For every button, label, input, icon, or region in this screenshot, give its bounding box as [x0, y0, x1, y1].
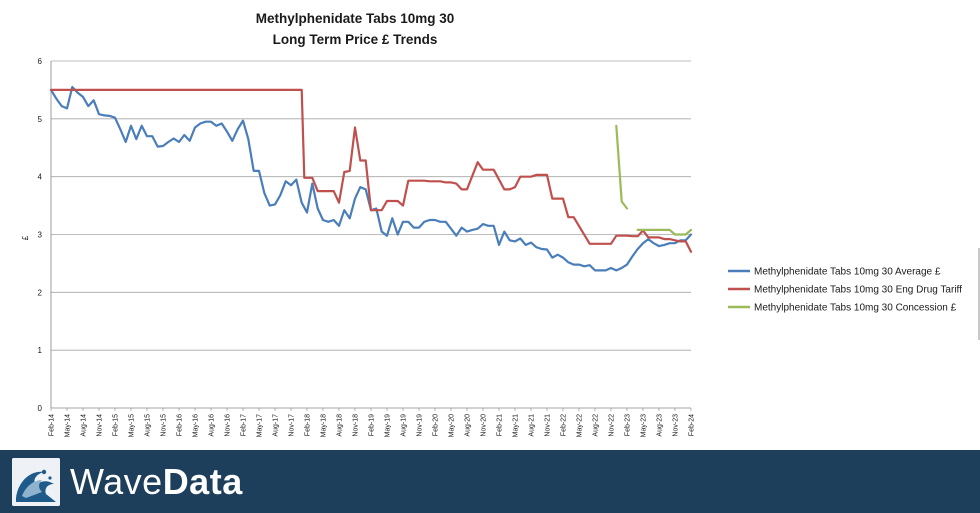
x-tick-label-may-17: May-17: [257, 414, 264, 437]
x-tick-label-feb-24: Feb-24: [689, 414, 696, 436]
legend-label-concession-line: Methylphenidate Tabs 10mg 30 Concession …: [754, 303, 957, 314]
x-tick-label-feb-23: Feb-23: [625, 414, 632, 436]
gridlines: [51, 60, 691, 351]
x-tick-label-may-21: May-21: [513, 414, 520, 437]
x-tick-label-may-22: May-22: [577, 414, 584, 437]
right-edge-divider: [978, 248, 980, 340]
x-tick-label-feb-14: Feb-14: [49, 414, 56, 436]
x-tick-label-nov-18: Nov-18: [353, 414, 360, 437]
x-tick-label-feb-20: Feb-20: [433, 414, 440, 436]
x-tick-label-aug-20: Aug-20: [465, 414, 472, 437]
x-tick-label-feb-18: Feb-18: [305, 414, 312, 436]
x-tick-label-feb-17: Feb-17: [241, 414, 248, 436]
x-tick-label-nov-22: Nov-22: [609, 414, 616, 437]
x-tick-label-nov-17: Nov-17: [289, 414, 296, 437]
x-tick-label-aug-17: Aug-17: [273, 414, 280, 437]
y-tick-label-2: 2: [38, 288, 43, 297]
x-tick-label-aug-14: Aug-14: [81, 414, 88, 437]
x-tick-label-may-20: May-20: [449, 414, 456, 437]
x-tick-label-nov-15: Nov-15: [161, 414, 168, 437]
concession-line-segment-1: [615, 124, 629, 210]
x-tick-label-feb-15: Feb-15: [113, 414, 120, 436]
x-tick-label-aug-21: Aug-21: [529, 414, 536, 437]
x-tick-label-aug-23: Aug-23: [657, 414, 664, 437]
x-tick-label-aug-22: Aug-22: [593, 414, 600, 437]
brand-data-text: Data: [162, 460, 243, 502]
x-tick-label-feb-19: Feb-19: [369, 414, 376, 436]
x-tick-label-nov-21: Nov-21: [545, 414, 552, 437]
legend-label-drug-tariff-line: Methylphenidate Tabs 10mg 30 Eng Drug Ta…: [754, 285, 962, 296]
x-tick-label-may-23: May-23: [641, 414, 648, 437]
chart-area: Methylphenidate Tabs 10mg 30 Long Term P…: [21, 11, 980, 437]
x-tick-label-aug-16: Aug-16: [209, 414, 216, 437]
y-tick-label-1: 1: [38, 346, 43, 355]
y-tick-labels: 0 1 2 3 4 5 6: [38, 57, 43, 413]
x-tick-label-may-18: May-18: [321, 414, 328, 437]
x-tick-label-nov-16: Nov-16: [225, 414, 232, 437]
price-trend-chart: Methylphenidate Tabs 10mg 30 Long Term P…: [21, 11, 962, 437]
y-tick-label-5: 5: [38, 115, 43, 124]
y-tick-label-0: 0: [38, 404, 43, 413]
y-axis-label: £: [21, 235, 30, 240]
x-tick-labels: Feb-14 May-14 Aug-14 Nov-14 Feb-15 May-15 Aug-…: [49, 408, 696, 437]
x-tick-label-nov-20: Nov-20: [481, 414, 488, 437]
concession-line-segment-2: [636, 228, 693, 236]
drug-tariff-line: [49, 88, 693, 253]
footer-banner: WaveData: [0, 450, 980, 513]
x-tick-label-may-19: May-19: [385, 414, 392, 437]
brand-wave-text: Wave: [70, 460, 163, 502]
data-series: [49, 85, 693, 272]
legend: Methylphenidate Tabs 10mg 30 Average £ Me…: [728, 267, 962, 314]
chart-title-line-1: Methylphenidate Tabs 10mg 30: [256, 11, 455, 26]
y-tick-label-6: 6: [38, 57, 43, 66]
x-tick-label-aug-15: Aug-15: [145, 414, 152, 437]
x-tick-label-may-15: May-15: [129, 414, 136, 437]
x-tick-label-aug-19: Aug-19: [401, 414, 408, 437]
chart-title-line-2: Long Term Price £ Trends: [273, 32, 438, 47]
x-tick-label-nov-14: Nov-14: [97, 414, 104, 437]
x-tick-label-feb-22: Feb-22: [561, 414, 568, 436]
wave-logo-icon: [12, 457, 60, 506]
y-tick-label-3: 3: [38, 231, 43, 240]
brand-wordmark: WaveData: [70, 460, 243, 502]
x-tick-label-aug-18: Aug-18: [337, 414, 344, 437]
y-tick-label-4: 4: [38, 173, 43, 182]
x-tick-label-feb-16: Feb-16: [177, 414, 184, 436]
x-tick-label-nov-19: Nov-19: [417, 414, 424, 437]
x-tick-label-feb-21: Feb-21: [497, 414, 504, 436]
x-tick-label-nov-23: Nov-23: [673, 414, 680, 437]
legend-label-average-price-line: Methylphenidate Tabs 10mg 30 Average £: [754, 267, 941, 278]
x-tick-label-may-14: May-14: [65, 414, 72, 437]
x-tick-label-may-16: May-16: [193, 414, 200, 437]
